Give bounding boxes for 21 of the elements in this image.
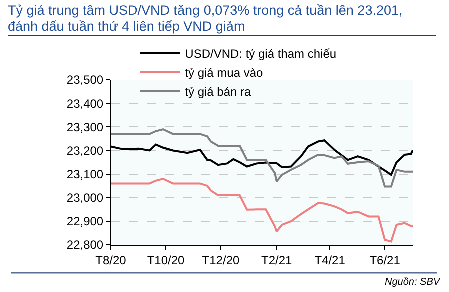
y-tick-label: 23,200: [66, 144, 104, 158]
line-series: [111, 128, 413, 188]
x-tick-label: T2/21: [262, 253, 293, 268]
legend-label: tỷ giá mua vào: [185, 66, 264, 80]
x-tick-label: T8/20: [96, 253, 127, 268]
y-tick-label: 23,500: [66, 73, 104, 88]
y-tick-label: 22,900: [66, 214, 104, 229]
legend-label: USD/VND: tỷ giá tham chiếu: [185, 46, 337, 61]
y-tick-label: 23,300: [66, 120, 104, 134]
y-tick-label: 23,400: [66, 96, 104, 111]
y-tick-label: 23,100: [66, 167, 104, 182]
x-tick-label: T12/20: [202, 253, 240, 268]
y-tick-label: 23,000: [66, 191, 104, 206]
legend-label: tỷ giá bán ra: [185, 84, 252, 99]
x-tick-label: T6/21: [370, 253, 401, 268]
x-tick-label: T4/21: [314, 253, 346, 268]
text: Nguồn: SBV: [385, 277, 442, 288]
y-tick-label: 22,800: [66, 238, 104, 252]
x-tick-label: T10/20: [147, 253, 185, 268]
chart-title: Tỷ giá trung tâm USD/VND tăng 0,073% trong cả tuần lên 23.201, đánh dấu tuần thứ 4 liên tiếp VND giảm: [8, 3, 436, 36]
line-series: [111, 178, 413, 243]
